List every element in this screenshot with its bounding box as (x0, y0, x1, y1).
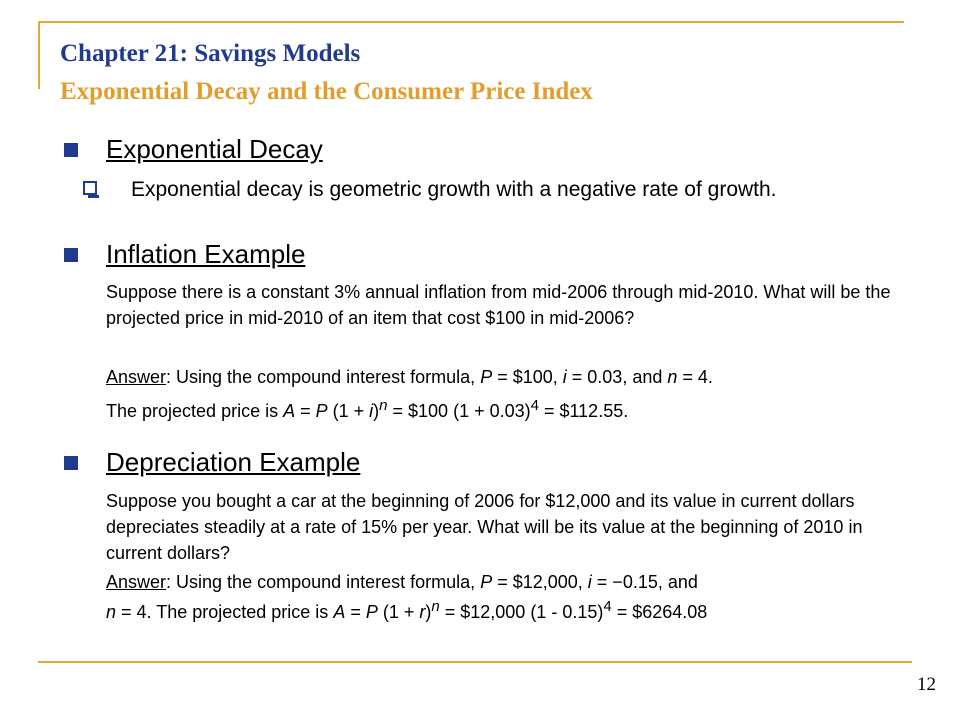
inflation-answer: Answer: Using the compound interest form… (106, 367, 713, 387)
page-number: 12 (917, 674, 936, 695)
heading-inflation-example: Inflation Example (106, 239, 306, 269)
checkbox-bullet-icon (83, 181, 99, 198)
decay-definition: Exponential decay is geometric growth wi… (131, 178, 777, 201)
slide-title: Chapter 21: Savings Models (60, 40, 361, 67)
frame-top-rule (38, 21, 904, 23)
square-bullet-icon (64, 248, 78, 262)
frame-bottom-rule (38, 661, 912, 663)
inflation-result: The projected price is A = P (1 + i)n = … (106, 397, 629, 421)
heading-exponential-decay: Exponential Decay (106, 134, 323, 164)
depreciation-result: n = 4. The projected price is A = P (1 +… (106, 598, 708, 622)
frame-left-rule (38, 21, 40, 89)
answer-label: Answer (106, 572, 167, 592)
answer-label: Answer (106, 367, 167, 387)
depreciation-answer: Answer: Using the compound interest form… (106, 572, 698, 592)
heading-depreciation-example: Depreciation Example (106, 447, 361, 477)
depreciation-question: Suppose you bought a car at the beginnin… (106, 491, 863, 563)
slide-subtitle: Exponential Decay and the Consumer Price… (60, 78, 593, 105)
square-bullet-icon (64, 143, 78, 157)
inflation-question: Suppose there is a constant 3% annual in… (106, 282, 891, 328)
square-bullet-icon (64, 456, 78, 470)
